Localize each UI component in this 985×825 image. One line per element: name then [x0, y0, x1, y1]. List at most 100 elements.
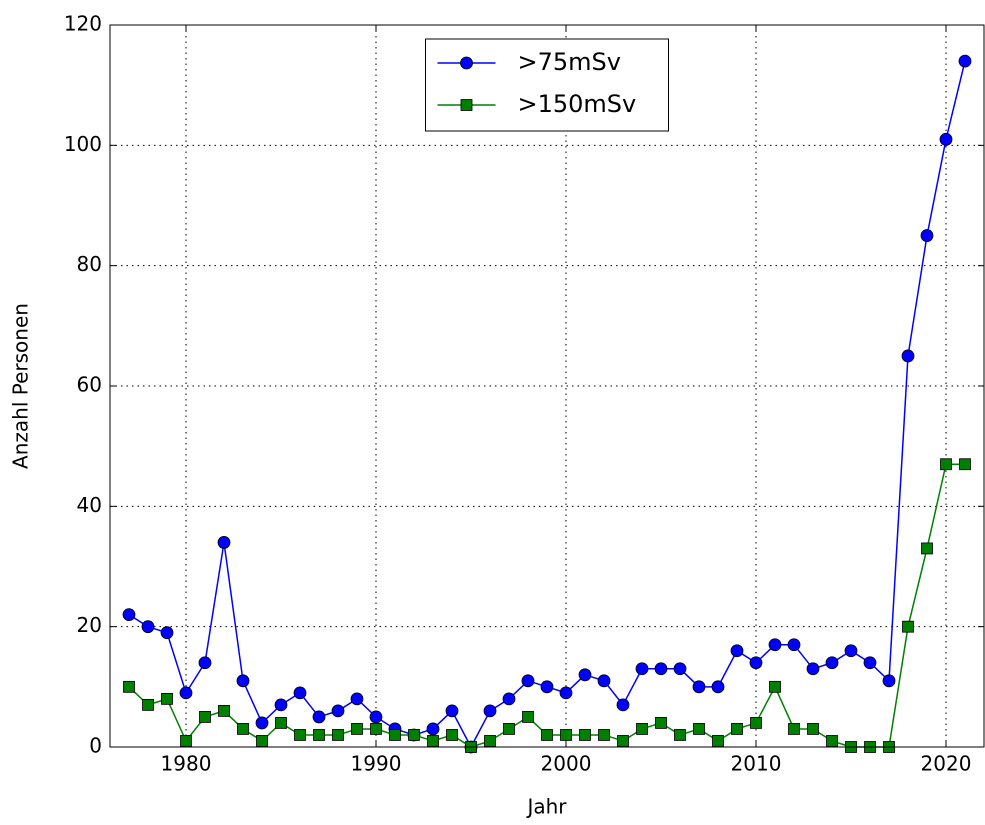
- data-point: [578, 668, 592, 682]
- data-point: [920, 229, 934, 242]
- data-point: [693, 723, 705, 735]
- data-point: [255, 716, 269, 730]
- data-point: [408, 729, 420, 741]
- data-point: [351, 723, 363, 735]
- y-tick-label: 80: [77, 252, 102, 276]
- data-point: [502, 692, 516, 706]
- x-tick-label: 1990: [351, 752, 402, 776]
- y-tick-label: 120: [64, 12, 102, 36]
- data-point: [218, 705, 230, 717]
- data-point: [540, 680, 554, 694]
- data-point: [711, 680, 725, 694]
- data-point: [312, 710, 326, 724]
- data-point: [426, 722, 440, 736]
- data-point: [293, 686, 307, 700]
- data-point: [807, 723, 819, 735]
- data-point: [825, 656, 839, 670]
- data-point: [237, 723, 249, 735]
- y-tick-label: 100: [64, 132, 102, 156]
- plot-frame: [109, 24, 985, 748]
- data-point: [199, 711, 211, 723]
- data-point: [768, 638, 782, 652]
- data-point: [692, 680, 706, 694]
- data-point: [141, 620, 155, 634]
- data-point: [616, 698, 630, 712]
- data-point: [788, 723, 800, 735]
- data-point: [921, 542, 933, 555]
- data-point: [122, 608, 136, 622]
- legend-label: >150mSv: [518, 90, 637, 118]
- y-tick-label: 40: [77, 493, 102, 517]
- data-point: [522, 711, 534, 723]
- data-point: [597, 674, 611, 688]
- data-point: [369, 710, 383, 724]
- legend: >75mSv >150mSv: [425, 38, 669, 132]
- data-point: [730, 644, 744, 658]
- x-tick-label: 1980: [161, 752, 212, 776]
- y-tick-label: 20: [77, 613, 102, 637]
- data-point: [731, 723, 743, 735]
- series-line: [128, 60, 966, 749]
- x-axis-label: Jahr: [525, 795, 567, 819]
- x-tick-label: 2000: [541, 752, 592, 776]
- data-point: [769, 680, 781, 693]
- data-point: [180, 735, 192, 747]
- data-point: [673, 662, 687, 676]
- data-point: [655, 717, 667, 729]
- data-point: [445, 704, 459, 718]
- data-point: [217, 536, 231, 549]
- x-tick-label: 2020: [921, 752, 972, 776]
- data-point: [901, 349, 915, 363]
- data-point: [236, 674, 250, 688]
- data-point: [331, 704, 345, 718]
- data-point: [179, 686, 193, 700]
- data-point: [844, 644, 858, 658]
- data-point: [541, 729, 553, 741]
- y-tick-label: 0: [89, 734, 102, 758]
- data-point: [294, 729, 306, 741]
- data-point: [579, 729, 591, 741]
- data-point: [882, 674, 896, 688]
- data-point: [427, 735, 439, 747]
- data-point: [712, 735, 724, 747]
- data-point: [939, 132, 953, 146]
- data-point: [370, 723, 382, 735]
- data-point: [863, 656, 877, 670]
- data-point: [598, 729, 610, 741]
- data-point: [332, 729, 344, 741]
- data-point: [161, 692, 173, 705]
- data-point: [313, 729, 325, 741]
- x-tick-label: 2010: [731, 752, 782, 776]
- data-point: [446, 729, 458, 741]
- data-point: [958, 54, 972, 68]
- y-tick-label: 60: [77, 373, 102, 397]
- data-point: [274, 698, 288, 712]
- data-point: [350, 692, 364, 706]
- data-point: [940, 458, 952, 471]
- data-point: [617, 735, 629, 747]
- legend-label: >75mSv: [518, 48, 621, 76]
- data-point: [560, 729, 572, 741]
- data-point: [959, 458, 971, 471]
- data-point: [635, 662, 649, 676]
- data-point: [123, 680, 135, 693]
- data-point: [826, 735, 838, 747]
- data-point: [559, 686, 573, 700]
- data-point: [654, 662, 668, 676]
- data-point: [275, 717, 287, 729]
- data-point: [160, 626, 174, 640]
- data-point: [750, 717, 762, 729]
- data-point: [256, 735, 268, 747]
- data-point: [389, 729, 401, 741]
- legend-marker: [460, 56, 473, 70]
- data-point: [503, 723, 515, 735]
- data-point: [198, 656, 212, 670]
- data-point: [806, 662, 820, 676]
- data-point: [483, 704, 497, 718]
- legend-marker: [460, 99, 473, 111]
- data-point: [787, 638, 801, 652]
- data-point: [636, 723, 648, 735]
- legend-box: [425, 38, 669, 132]
- y-axis-label: Anzahl Personen: [9, 303, 33, 469]
